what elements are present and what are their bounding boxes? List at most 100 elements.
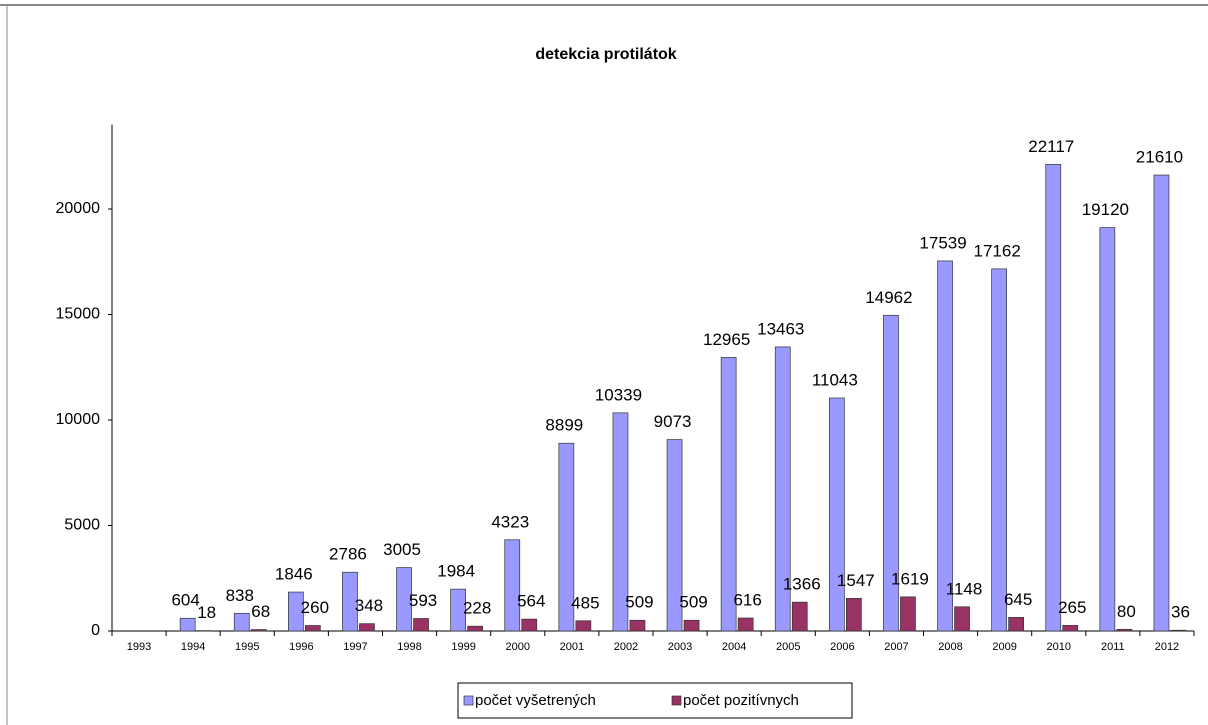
- x-tick-label: 1996: [289, 641, 313, 653]
- bar: [954, 606, 970, 632]
- value-label: 4323: [491, 512, 529, 531]
- value-label: 14962: [865, 288, 912, 307]
- y-tick-label: 5000: [64, 517, 100, 534]
- value-label: 13463: [757, 319, 804, 338]
- y-tick-label: 10000: [56, 411, 101, 428]
- x-tick-label: 1994: [181, 641, 205, 653]
- bar: [521, 618, 538, 632]
- value-label: 11043: [812, 370, 858, 389]
- bar: [558, 442, 575, 632]
- value-label: 21610: [1136, 148, 1183, 167]
- value-label: 838: [226, 586, 254, 605]
- bar: [629, 619, 646, 632]
- value-label: 1619: [891, 569, 929, 588]
- bar: [900, 596, 916, 632]
- bar: [1170, 629, 1187, 632]
- value-label: 12965: [703, 330, 750, 349]
- chart-title: detekcia protilátok: [535, 46, 676, 63]
- legend-swatch: [671, 695, 682, 706]
- bar: [991, 268, 1008, 632]
- bar: [666, 439, 683, 632]
- bar: [413, 618, 429, 632]
- value-label: 80: [1117, 602, 1136, 621]
- bar: [845, 598, 862, 632]
- x-tick-label: 2003: [668, 641, 692, 653]
- bar: [1008, 617, 1025, 632]
- bar: [1099, 227, 1116, 632]
- x-tick-label: 2012: [1155, 641, 1179, 653]
- x-tick-label: 2010: [1047, 641, 1071, 653]
- bar: [1062, 625, 1079, 632]
- bar: [791, 601, 808, 632]
- bar: [288, 591, 304, 632]
- value-label: 36: [1171, 603, 1190, 622]
- value-label: 509: [679, 593, 707, 612]
- value-label: 593: [409, 591, 437, 610]
- bar: [612, 412, 629, 632]
- bar: [1116, 628, 1133, 632]
- bar: [250, 629, 267, 632]
- value-label: 1148: [946, 579, 983, 598]
- y-tick-label: 15000: [56, 306, 101, 323]
- value-label: 1846: [275, 565, 313, 584]
- x-tick-label: 2001: [560, 641, 584, 653]
- bar: [305, 625, 321, 632]
- bar: [774, 346, 791, 632]
- value-label: 18: [197, 603, 216, 622]
- x-tick-label: 1993: [127, 641, 151, 653]
- value-label: 485: [571, 593, 599, 612]
- y-tick-label: 0: [91, 622, 100, 639]
- value-label: 260: [301, 598, 329, 617]
- value-label: 2786: [329, 545, 367, 564]
- bar: [1045, 163, 1062, 632]
- value-label: 228: [463, 599, 491, 618]
- x-tick-label: 1998: [397, 641, 421, 653]
- bar: [396, 567, 412, 632]
- x-tick-label: 2008: [938, 641, 962, 653]
- value-label: 348: [355, 596, 383, 615]
- x-tick-label: 2000: [506, 641, 530, 653]
- bar: [683, 619, 700, 632]
- bar: [883, 314, 899, 632]
- value-label: 9073: [654, 412, 692, 431]
- x-tick-label: 2004: [722, 641, 746, 653]
- bar: [467, 625, 483, 632]
- value-label: 604: [171, 591, 199, 610]
- bar: [828, 397, 845, 632]
- value-label: 509: [625, 593, 653, 612]
- value-label: 616: [733, 590, 761, 609]
- y-tick-label: 20000: [56, 200, 101, 217]
- value-label: 68: [251, 602, 270, 621]
- bar: [233, 612, 250, 632]
- value-label: 564: [517, 592, 545, 611]
- value-label: 22117: [1028, 137, 1074, 156]
- x-tick-label: 2011: [1101, 641, 1125, 653]
- x-tick-label: 2002: [614, 641, 638, 653]
- legend: [457, 682, 853, 719]
- value-label: 1547: [837, 571, 875, 590]
- value-label: 265: [1058, 598, 1086, 617]
- legend-label: počet pozitívnych: [683, 692, 799, 709]
- value-label: 19120: [1082, 200, 1129, 219]
- x-tick-label: 1995: [235, 641, 259, 653]
- value-label: 645: [1004, 590, 1032, 609]
- bar: [450, 588, 466, 632]
- value-label: 17539: [919, 233, 966, 252]
- bar: [504, 539, 521, 632]
- value-label: 1366: [783, 575, 821, 594]
- x-tick-label: 2009: [992, 641, 1016, 653]
- value-label: 17162: [974, 241, 1021, 260]
- value-label: 3005: [383, 540, 421, 559]
- value-label: 1984: [437, 562, 475, 581]
- bar: [359, 623, 375, 632]
- legend-swatch: [463, 695, 474, 706]
- x-tick-label: 2005: [776, 641, 800, 653]
- bar: [342, 571, 358, 632]
- bar: [737, 617, 754, 632]
- legend-label: počet vyšetrených: [475, 692, 596, 709]
- bar: [937, 260, 953, 632]
- bar: [720, 357, 737, 632]
- x-tick-label: 2006: [830, 641, 854, 653]
- x-tick-label: 2007: [884, 641, 908, 653]
